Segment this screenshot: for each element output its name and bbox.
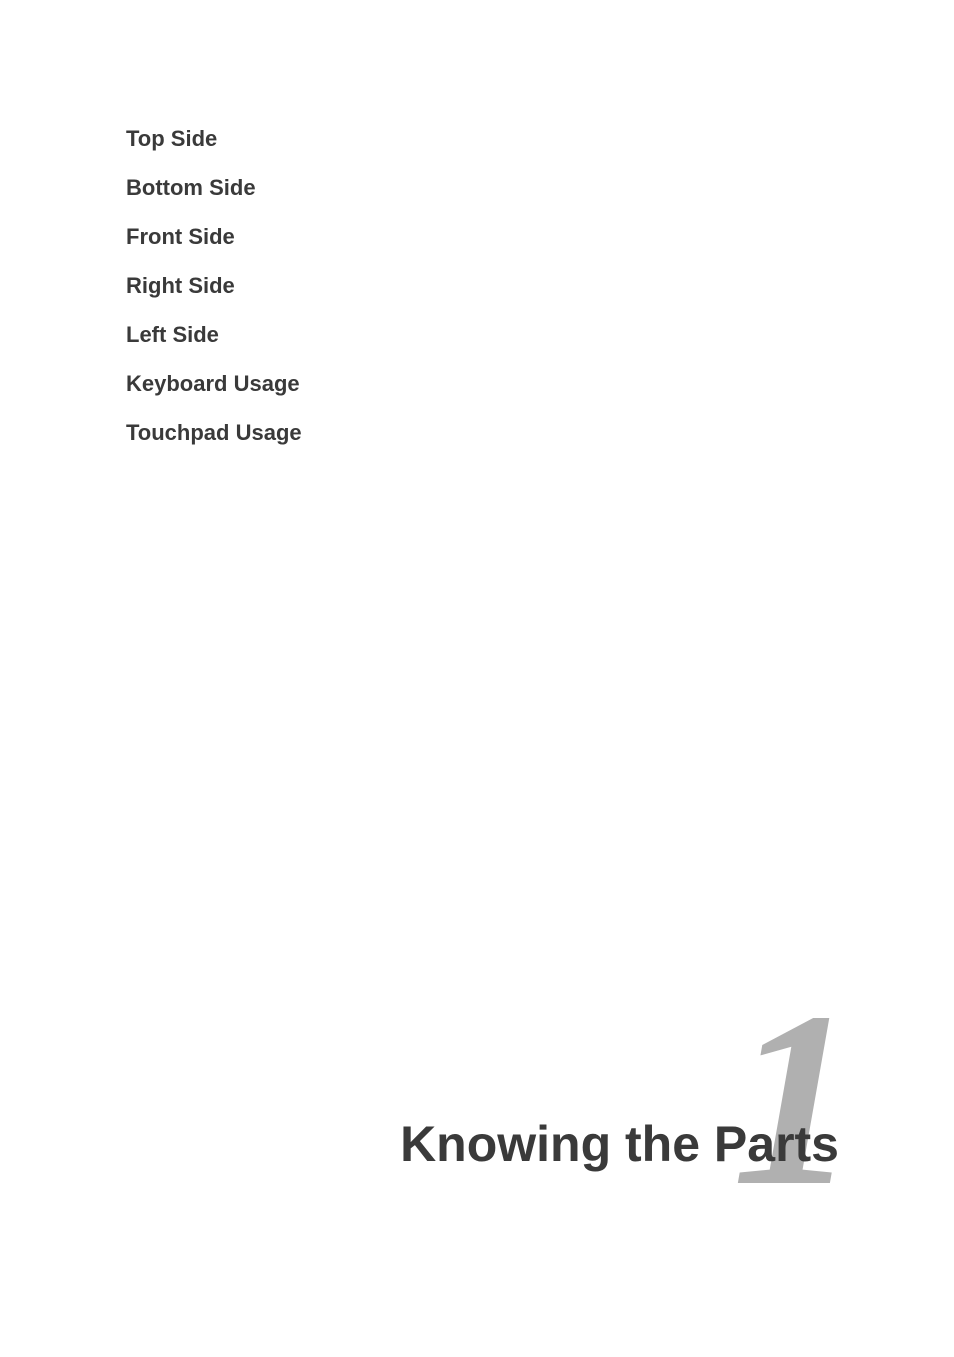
contents-list: Top Side Bottom Side Front Side Right Si… (126, 128, 302, 471)
list-item: Front Side (126, 226, 302, 248)
list-item: Top Side (126, 128, 302, 150)
chapter-title: Knowing the Parts (400, 1115, 839, 1173)
list-item: Right Side (126, 275, 302, 297)
list-item: Touchpad Usage (126, 422, 302, 444)
chapter-heading: 1 Knowing the Parts (400, 1115, 839, 1173)
list-item: Keyboard Usage (126, 373, 302, 395)
list-item: Left Side (126, 324, 302, 346)
list-item: Bottom Side (126, 177, 302, 199)
